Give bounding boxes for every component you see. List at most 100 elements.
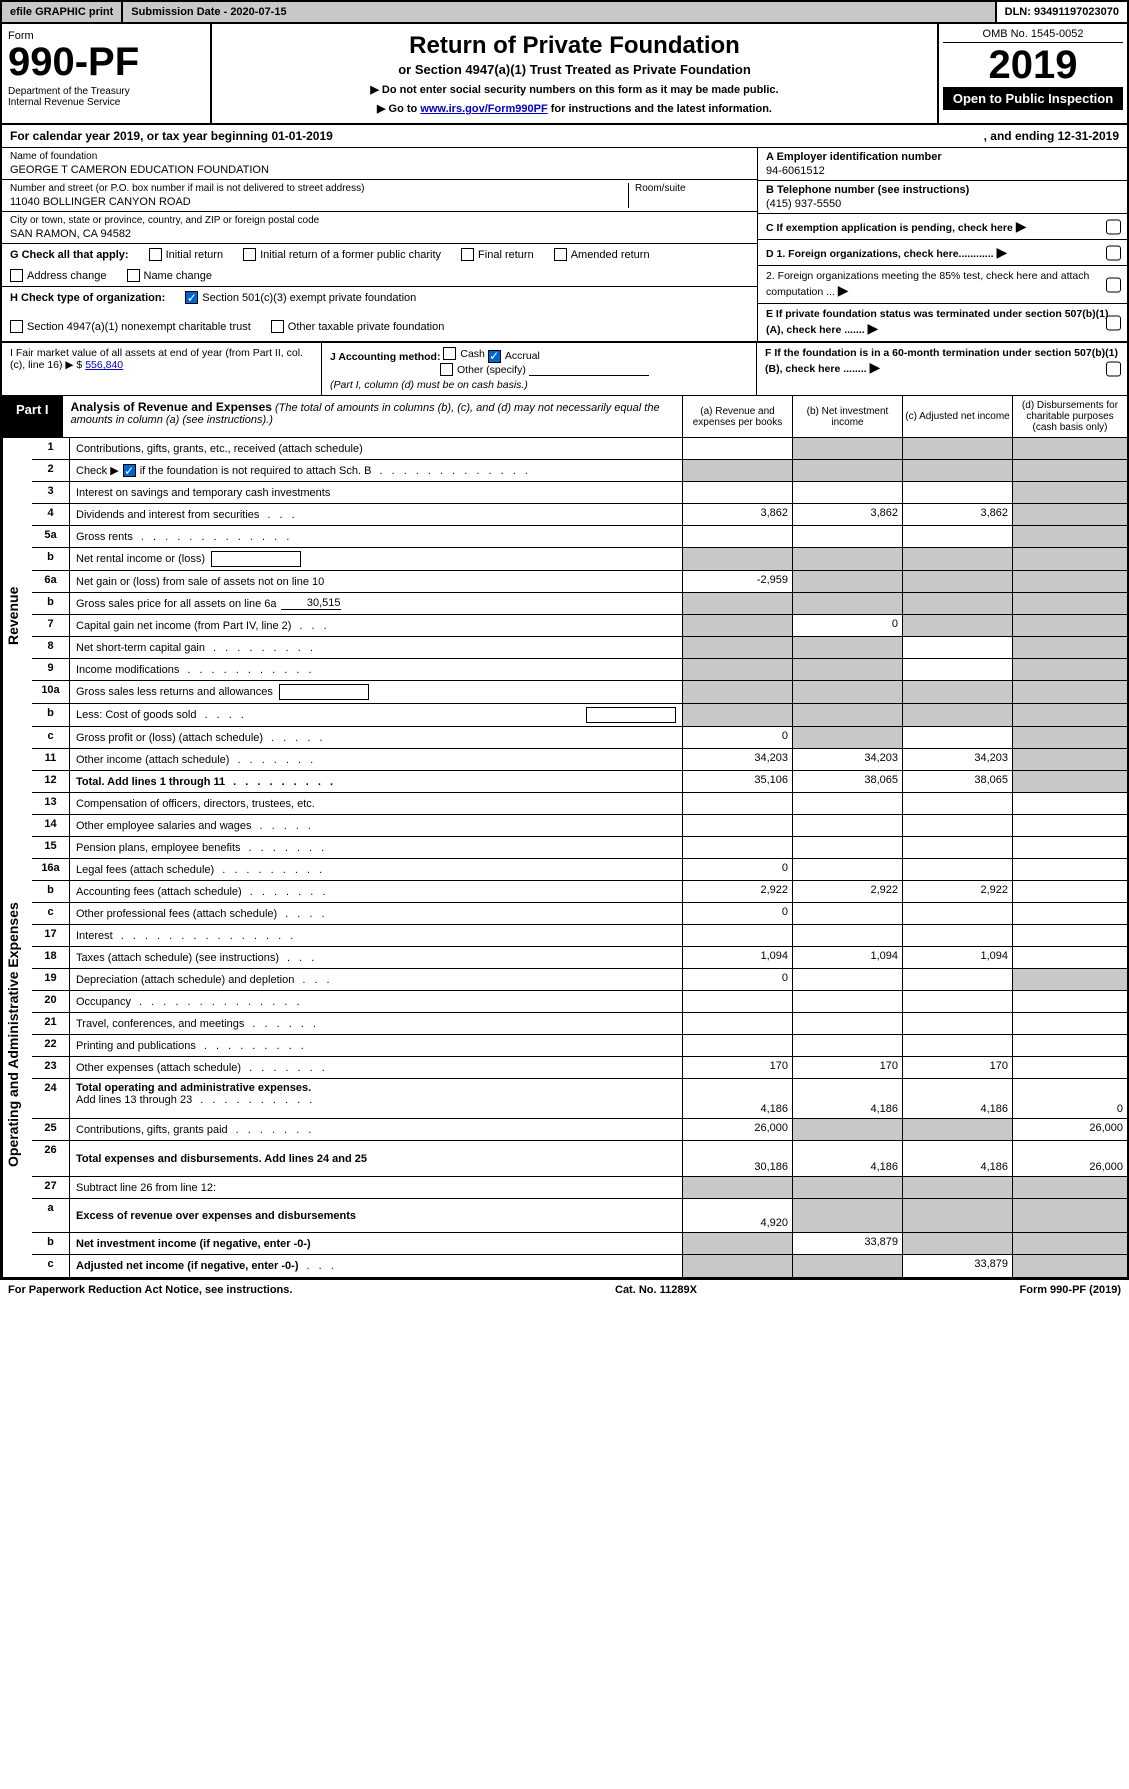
f-row: F If the foundation is in a 60-month ter… [757, 343, 1127, 395]
amended-return-checkbox[interactable]: Amended return [554, 248, 650, 261]
year-box: OMB No. 1545-0052 2019 Open to Public In… [937, 24, 1127, 123]
accrual-checkbox[interactable]: Accrual [488, 350, 540, 363]
revenue-section: Revenue 1 Contributions, gifts, grants, … [0, 438, 1129, 793]
street-address: 11040 BOLLINGER CANYON ROAD [10, 196, 622, 208]
instr-line-1: ▶ Do not enter social security numbers o… [222, 83, 927, 96]
d1-label: D 1. Foreign organizations, check here..… [766, 248, 994, 260]
line-12: 12 Total. Add lines 1 through 11. . . . … [32, 771, 1127, 793]
line-16c: cOther professional fees (attach schedul… [32, 903, 1127, 925]
expenses-side-label: Operating and Administrative Expenses [2, 793, 32, 1277]
inspection-label: Open to Public Inspection [943, 87, 1123, 110]
phone-label: B Telephone number (see instructions) [766, 184, 969, 196]
calendar-left: For calendar year 2019, or tax year begi… [10, 129, 984, 143]
ein-row: A Employer identification number 94-6061… [758, 148, 1127, 181]
phone-value: (415) 937-5550 [766, 198, 1119, 210]
other-taxable-checkbox[interactable]: Other taxable private foundation [271, 320, 445, 333]
line-21: 21Travel, conferences, and meetings. . .… [32, 1013, 1127, 1035]
arrow-icon: ▶ [1016, 218, 1027, 234]
title-row: Form 990-PF Department of the Treasury I… [0, 24, 1129, 125]
d2-label: 2. Foreign organizations meeting the 85%… [766, 270, 1089, 298]
irs-link[interactable]: www.irs.gov/Form990PF [420, 103, 547, 115]
c-checkbox[interactable] [1106, 219, 1121, 234]
line-15: 15Pension plans, employee benefits. . . … [32, 837, 1127, 859]
line-6b: b Gross sales price for all assets on li… [32, 593, 1127, 615]
phone-row: B Telephone number (see instructions) (4… [758, 181, 1127, 214]
room-label: Room/suite [629, 183, 749, 208]
f-label: F If the foundation is in a 60-month ter… [765, 347, 1118, 375]
c-exemption-row: C If exemption application is pending, c… [758, 214, 1127, 240]
h-check-row: H Check type of organization: Section 50… [2, 287, 757, 337]
tax-year: 2019 [943, 43, 1123, 87]
10b-box[interactable] [586, 707, 676, 723]
line-6a: 6a Net gain or (loss) from sale of asset… [32, 571, 1127, 593]
line-27c: cAdjusted net income (if negative, enter… [32, 1255, 1127, 1277]
e-label: E If private foundation status was termi… [766, 308, 1108, 336]
line-11: 11 Other income (attach schedule). . . .… [32, 749, 1127, 771]
line-24: 24 Total operating and administrative ex… [32, 1079, 1127, 1119]
address-change-checkbox[interactable]: Address change [10, 269, 107, 282]
dln-label: DLN: 93491197023070 [997, 2, 1127, 22]
line-10b: b Less: Cost of goods sold. . . . [32, 704, 1127, 727]
city-value: SAN RAMON, CA 94582 [10, 228, 749, 240]
expenses-table: 13Compensation of officers, directors, t… [32, 793, 1127, 1277]
sch-b-checkbox[interactable] [123, 464, 136, 477]
form-box: Form 990-PF Department of the Treasury I… [2, 24, 212, 123]
line-18: 18Taxes (attach schedule) (see instructi… [32, 947, 1127, 969]
d2-row: 2. Foreign organizations meeting the 85%… [758, 266, 1127, 304]
part1-desc: Analysis of Revenue and Expenses (The to… [63, 396, 682, 437]
initial-former-checkbox[interactable]: Initial return of a former public charit… [243, 248, 441, 261]
initial-return-checkbox[interactable]: Initial return [149, 248, 223, 261]
submission-date: Submission Date - 2020-07-15 [123, 2, 996, 22]
efile-label: efile GRAPHIC print [2, 2, 123, 22]
arrow-icon: ▶ [868, 320, 879, 336]
footer-mid: Cat. No. 11289X [615, 1284, 697, 1296]
ein-label: A Employer identification number [766, 151, 942, 163]
501c3-checkbox[interactable]: Section 501(c)(3) exempt private foundat… [185, 291, 416, 304]
line-1: 1 Contributions, gifts, grants, etc., re… [32, 438, 1127, 460]
name-change-checkbox[interactable]: Name change [127, 269, 213, 282]
name-label: Name of foundation [10, 151, 749, 162]
line-10c: c Gross profit or (loss) (attach schedul… [32, 727, 1127, 749]
f-checkbox[interactable] [1106, 362, 1121, 377]
arrow-icon: ▶ [838, 282, 849, 298]
g-label: G Check all that apply: [10, 249, 129, 261]
col-b-header: (b) Net investment income [792, 396, 902, 437]
e-checkbox[interactable] [1106, 315, 1121, 330]
arrow-icon: ▶ [869, 359, 880, 375]
line-9: 9 Income modifications. . . . . . . . . … [32, 659, 1127, 681]
ein-value: 94-6061512 [766, 165, 1119, 177]
i-value-link[interactable]: 556,840 [85, 359, 123, 371]
line-8: 8 Net short-term capital gain. . . . . .… [32, 637, 1127, 659]
addr-label: Number and street (or P.O. box number if… [10, 183, 622, 194]
address-row: Number and street (or P.O. box number if… [2, 180, 757, 212]
j-accounting: J Accounting method: Cash Accrual Other … [322, 343, 757, 395]
footer-left: For Paperwork Reduction Act Notice, see … [8, 1284, 292, 1296]
col-d-header: (d) Disbursements for charitable purpose… [1012, 396, 1127, 437]
col-c-header: (c) Adjusted net income [902, 396, 1012, 437]
10a-box[interactable] [279, 684, 369, 700]
h-label: H Check type of organization: [10, 292, 165, 304]
foundation-name-row: Name of foundation GEORGE T CAMERON EDUC… [2, 148, 757, 180]
revenue-side-label: Revenue [2, 438, 32, 793]
line-5a: 5a Gross rents. . . . . . . . . . . . . [32, 526, 1127, 548]
5b-box[interactable] [211, 551, 301, 567]
line-4: 4 Dividends and interest from securities… [32, 504, 1127, 526]
line-19: 19Depreciation (attach schedule) and dep… [32, 969, 1127, 991]
cash-checkbox[interactable]: Cash [443, 347, 485, 360]
column-headers: (a) Revenue and expenses per books (b) N… [682, 396, 1127, 437]
instr2-post: for instructions and the latest informat… [548, 103, 772, 115]
other-specify-checkbox[interactable]: Other (specify) [440, 363, 526, 376]
line-13: 13Compensation of officers, directors, t… [32, 793, 1127, 815]
final-return-checkbox[interactable]: Final return [461, 248, 534, 261]
j-label: J Accounting method: [330, 351, 440, 363]
4947-checkbox[interactable]: Section 4947(a)(1) nonexempt charitable … [10, 320, 251, 333]
line-23: 23Other expenses (attach schedule). . . … [32, 1057, 1127, 1079]
d1-checkbox[interactable] [1106, 245, 1121, 260]
c-label: C If exemption application is pending, c… [766, 222, 1013, 234]
d2-checkbox[interactable] [1106, 277, 1121, 292]
calendar-row: For calendar year 2019, or tax year begi… [0, 125, 1129, 148]
lower-info: I Fair market value of all assets at end… [0, 343, 1129, 396]
expenses-section: Operating and Administrative Expenses 13… [0, 793, 1129, 1279]
i-label: I Fair market value of all assets at end… [10, 347, 303, 371]
main-title: Return of Private Foundation [222, 32, 927, 60]
